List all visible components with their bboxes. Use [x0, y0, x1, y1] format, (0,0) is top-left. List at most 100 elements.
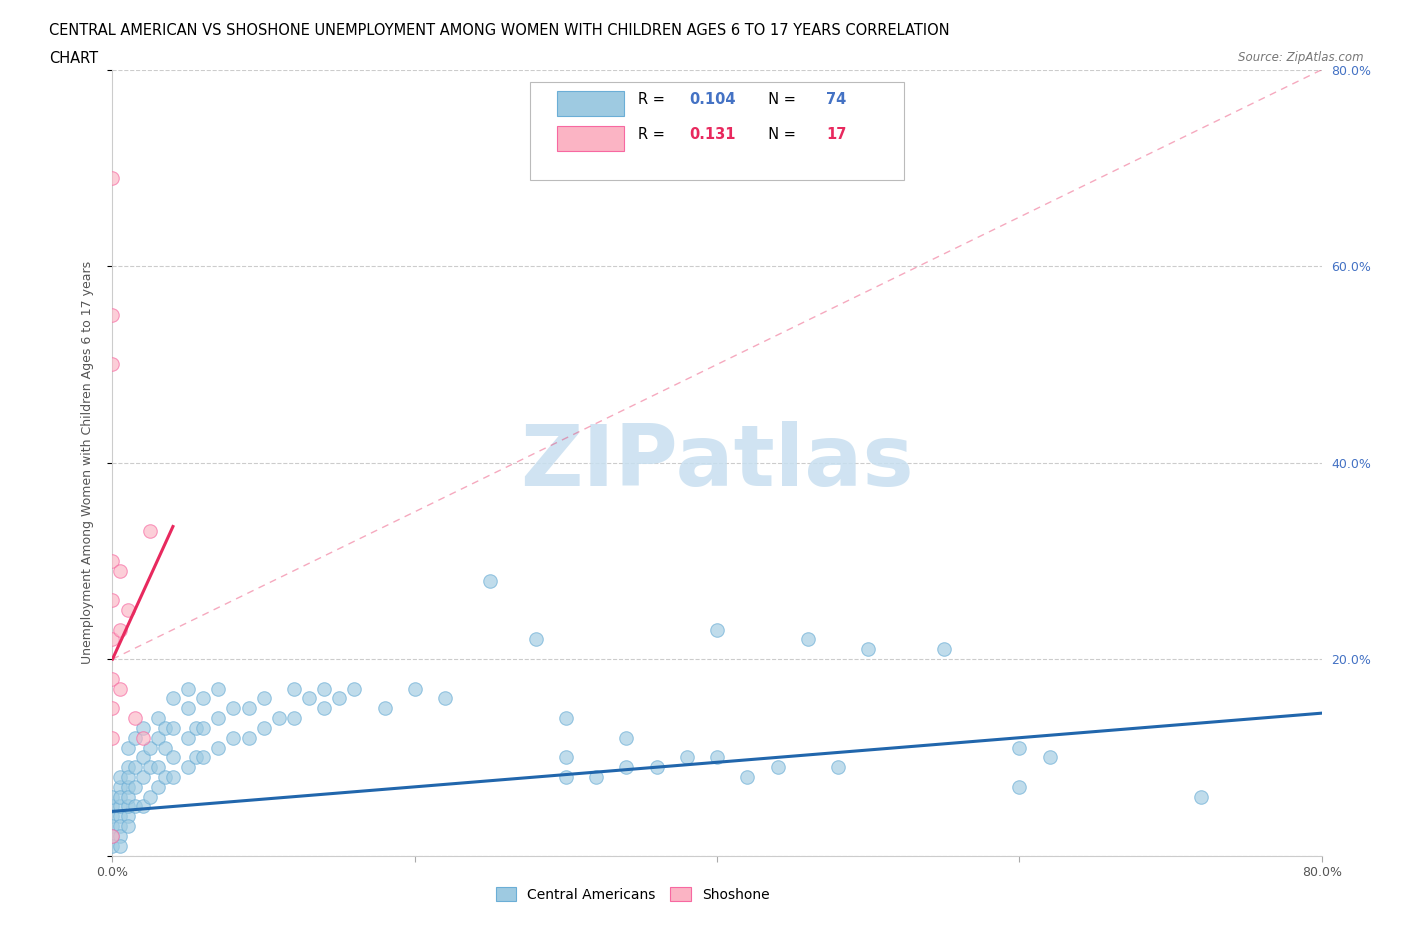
- Point: [108, 564, 131, 578]
- Point: [108, 809, 131, 824]
- Point: [108, 799, 131, 814]
- Point: [238, 730, 260, 745]
- Point: [827, 760, 849, 775]
- Point: [101, 730, 124, 745]
- Point: [1008, 779, 1031, 794]
- Point: [101, 818, 124, 833]
- Point: [117, 809, 139, 824]
- Point: [101, 838, 124, 853]
- Point: [328, 691, 350, 706]
- Point: [766, 760, 789, 775]
- Point: [433, 691, 456, 706]
- Point: [162, 750, 184, 764]
- Point: [404, 681, 426, 696]
- Point: [101, 308, 124, 323]
- Point: [177, 701, 200, 716]
- Point: [117, 779, 139, 794]
- Point: [108, 829, 131, 844]
- Point: [139, 740, 162, 755]
- Point: [117, 603, 139, 618]
- Point: [101, 829, 124, 844]
- Point: [298, 691, 321, 706]
- Point: [132, 721, 155, 736]
- Point: [139, 760, 162, 775]
- Point: [108, 770, 131, 785]
- Point: [101, 592, 124, 607]
- Point: [706, 622, 728, 637]
- Point: [314, 701, 336, 716]
- Point: [124, 799, 146, 814]
- Point: [796, 632, 818, 647]
- Point: [238, 701, 260, 716]
- Point: [108, 622, 131, 637]
- Point: [101, 553, 124, 568]
- Point: [191, 691, 214, 706]
- Point: [737, 770, 759, 785]
- Point: [184, 721, 207, 736]
- Point: [101, 799, 124, 814]
- Text: R =: R =: [638, 92, 671, 107]
- Point: [101, 170, 124, 185]
- Point: [139, 524, 162, 538]
- Point: [108, 681, 131, 696]
- Point: [117, 770, 139, 785]
- Point: [191, 721, 214, 736]
- Point: [108, 779, 131, 794]
- Point: [177, 730, 200, 745]
- Point: [184, 750, 207, 764]
- Point: [1189, 790, 1212, 804]
- Point: [162, 691, 184, 706]
- Point: [585, 770, 607, 785]
- Point: [374, 701, 396, 716]
- Point: [117, 740, 139, 755]
- Point: [101, 632, 124, 647]
- Text: 0.104: 0.104: [689, 92, 735, 107]
- Text: 74: 74: [825, 92, 846, 107]
- Point: [132, 799, 155, 814]
- Point: [162, 721, 184, 736]
- Text: N =: N =: [759, 127, 801, 142]
- Point: [146, 779, 169, 794]
- Legend: Central Americans, Shoshone: Central Americans, Shoshone: [489, 882, 775, 908]
- Point: [117, 799, 139, 814]
- Point: [706, 750, 728, 764]
- Point: [101, 357, 124, 372]
- Point: [479, 573, 502, 588]
- Point: [222, 730, 245, 745]
- Point: [314, 681, 336, 696]
- Point: [124, 779, 146, 794]
- Point: [146, 711, 169, 725]
- Point: [343, 681, 366, 696]
- Bar: [557, 126, 624, 151]
- Point: [132, 730, 155, 745]
- Point: [124, 760, 146, 775]
- Point: [554, 711, 576, 725]
- Text: CHART: CHART: [49, 51, 98, 66]
- FancyBboxPatch shape: [530, 82, 904, 179]
- Point: [139, 790, 162, 804]
- Point: [856, 642, 880, 657]
- Point: [932, 642, 955, 657]
- Point: [108, 818, 131, 833]
- Point: [101, 790, 124, 804]
- Point: [645, 760, 668, 775]
- Point: [267, 711, 290, 725]
- Point: [1008, 740, 1031, 755]
- Point: [1038, 750, 1062, 764]
- Point: [554, 750, 576, 764]
- Point: [253, 721, 276, 736]
- Text: 17: 17: [825, 127, 846, 142]
- Point: [132, 750, 155, 764]
- Point: [177, 681, 200, 696]
- Point: [101, 829, 124, 844]
- Point: [117, 818, 139, 833]
- Point: [101, 701, 124, 716]
- Point: [108, 790, 131, 804]
- Point: [146, 760, 169, 775]
- Point: [207, 740, 229, 755]
- Point: [616, 730, 638, 745]
- Point: [222, 701, 245, 716]
- Point: [207, 681, 229, 696]
- Point: [207, 711, 229, 725]
- Text: N =: N =: [759, 92, 801, 107]
